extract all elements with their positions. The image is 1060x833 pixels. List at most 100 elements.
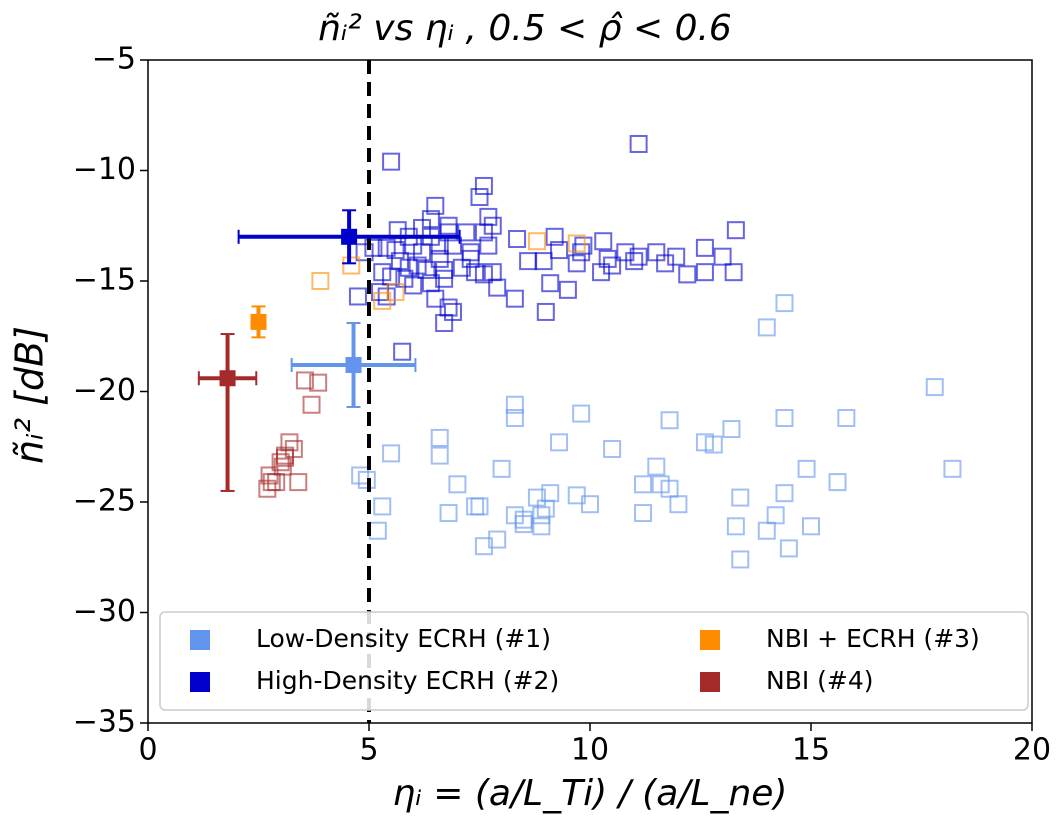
point xyxy=(678,265,697,284)
point xyxy=(541,484,560,503)
point xyxy=(647,457,666,476)
point xyxy=(382,444,401,463)
point xyxy=(532,517,551,536)
point xyxy=(534,252,553,271)
point xyxy=(276,448,295,467)
point xyxy=(634,475,653,494)
point xyxy=(289,473,308,492)
point xyxy=(779,539,798,558)
point xyxy=(461,243,480,262)
point xyxy=(726,221,745,240)
point xyxy=(669,495,688,514)
x-axis-label: ηᵢ = (a/L_Ti) / (a/L_ne) xyxy=(393,773,788,814)
point xyxy=(775,294,794,313)
point xyxy=(532,506,551,525)
point xyxy=(479,236,498,255)
x-tick-label: 10 xyxy=(571,733,609,768)
point xyxy=(430,428,449,447)
point xyxy=(508,230,527,249)
mean-point xyxy=(219,370,236,387)
point xyxy=(567,234,586,253)
point xyxy=(262,473,281,492)
point xyxy=(757,318,776,337)
point xyxy=(634,504,653,523)
point xyxy=(309,373,328,392)
point xyxy=(828,473,847,492)
point xyxy=(435,269,454,288)
point xyxy=(470,188,489,207)
point xyxy=(722,420,741,439)
point xyxy=(260,466,279,485)
y-tick-label: −5 xyxy=(92,42,136,77)
y-tick-label: −15 xyxy=(73,263,136,298)
chart-title: ñᵢ² vs ηᵢ , 0.5 < ρ̂ < 0.6 xyxy=(318,8,732,49)
x-tick-label: 0 xyxy=(138,733,157,768)
point xyxy=(574,236,593,255)
point xyxy=(695,263,714,282)
point xyxy=(541,274,560,293)
point xyxy=(448,475,467,494)
point xyxy=(731,550,750,569)
point xyxy=(348,287,367,306)
legend-label: NBI (#4) xyxy=(766,666,874,695)
point xyxy=(545,227,564,246)
point xyxy=(629,134,648,153)
point xyxy=(271,453,290,472)
point xyxy=(382,152,401,171)
point xyxy=(488,530,507,549)
point xyxy=(439,216,458,235)
mean-point xyxy=(345,356,362,373)
point xyxy=(943,459,962,478)
point xyxy=(413,243,432,262)
point xyxy=(483,263,502,282)
point xyxy=(386,241,405,260)
point xyxy=(527,232,546,251)
point xyxy=(483,216,502,235)
point xyxy=(925,378,944,397)
legend-label: High-Density ECRH (#2) xyxy=(256,666,559,695)
y-tick-label: −35 xyxy=(73,705,136,740)
point xyxy=(404,276,423,295)
point xyxy=(474,537,493,556)
mean-point xyxy=(341,228,358,245)
y-tick-label: −20 xyxy=(73,373,136,408)
point xyxy=(656,254,675,273)
point xyxy=(357,470,376,489)
y-tick-label: −10 xyxy=(73,152,136,187)
point xyxy=(295,371,314,390)
point xyxy=(581,495,599,514)
point xyxy=(726,517,745,536)
point xyxy=(470,497,489,516)
point xyxy=(775,484,794,503)
point xyxy=(439,504,458,523)
point xyxy=(417,260,436,279)
plot-frame xyxy=(147,59,1033,724)
point xyxy=(797,459,816,478)
point xyxy=(775,409,794,428)
point xyxy=(667,247,686,266)
point xyxy=(731,488,750,507)
point xyxy=(724,263,743,282)
legend-marker xyxy=(700,672,720,692)
point xyxy=(505,395,524,414)
point xyxy=(567,254,586,273)
x-tick-label: 5 xyxy=(359,733,378,768)
legend-label: Low-Density ECRH (#1) xyxy=(256,624,551,653)
mean-point xyxy=(250,313,267,330)
point xyxy=(435,313,454,332)
point xyxy=(386,283,405,302)
legend-label: NBI + ECRH (#3) xyxy=(766,624,980,653)
point xyxy=(505,409,524,428)
point xyxy=(373,497,392,516)
point xyxy=(302,395,321,414)
point xyxy=(550,433,569,452)
point xyxy=(713,247,732,266)
point xyxy=(430,446,449,465)
point xyxy=(660,411,679,430)
point xyxy=(368,521,387,540)
point xyxy=(603,256,622,275)
y-axis-label: ñᵢ² [dB] xyxy=(8,326,52,464)
point xyxy=(704,435,723,454)
x-tick-label: 15 xyxy=(792,733,830,768)
